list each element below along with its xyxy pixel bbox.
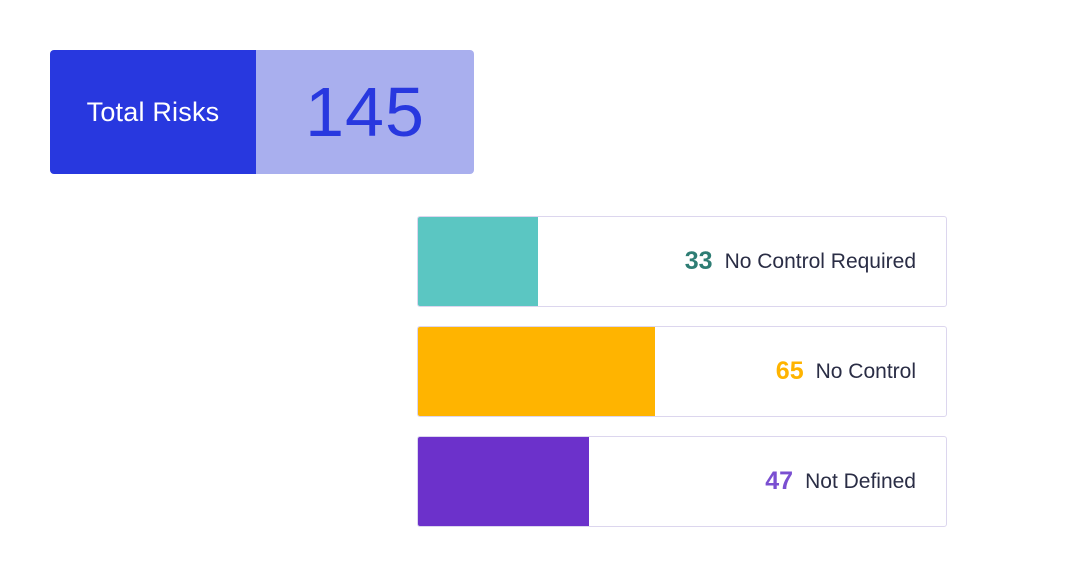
bar-fill-not-defined — [418, 437, 589, 526]
bar-value-not-defined: 47 — [765, 467, 794, 495]
total-risks-value-box: 145 — [256, 50, 474, 174]
bar-row-no-control-required: 33 No Control Required — [417, 216, 947, 307]
bar-label-no-control: No Control — [815, 359, 916, 383]
bar-value-no-control-required: 33 — [684, 247, 713, 275]
bar-text-no-control-required: 33 No Control Required — [685, 217, 916, 306]
bar-text-not-defined: 47 Not Defined — [765, 437, 916, 526]
risk-breakdown-chart: 33 No Control Required 65 No Control 47 … — [417, 216, 947, 527]
bar-value-no-control: 65 — [775, 357, 804, 385]
total-risks-value: 145 — [305, 73, 425, 151]
total-risks-label-box: Total Risks — [50, 50, 256, 174]
total-risks-card: Total Risks 145 — [50, 50, 474, 174]
bar-label-not-defined: Not Defined — [805, 469, 916, 493]
bar-row-no-control: 65 No Control — [417, 326, 947, 417]
bar-text-no-control: 65 No Control — [776, 327, 916, 416]
total-risks-label: Total Risks — [86, 96, 220, 127]
bar-fill-no-control-required — [418, 217, 538, 306]
bar-label-no-control-required: No Control Required — [724, 249, 916, 273]
bar-row-not-defined: 47 Not Defined — [417, 436, 947, 527]
bar-fill-no-control — [418, 327, 655, 416]
